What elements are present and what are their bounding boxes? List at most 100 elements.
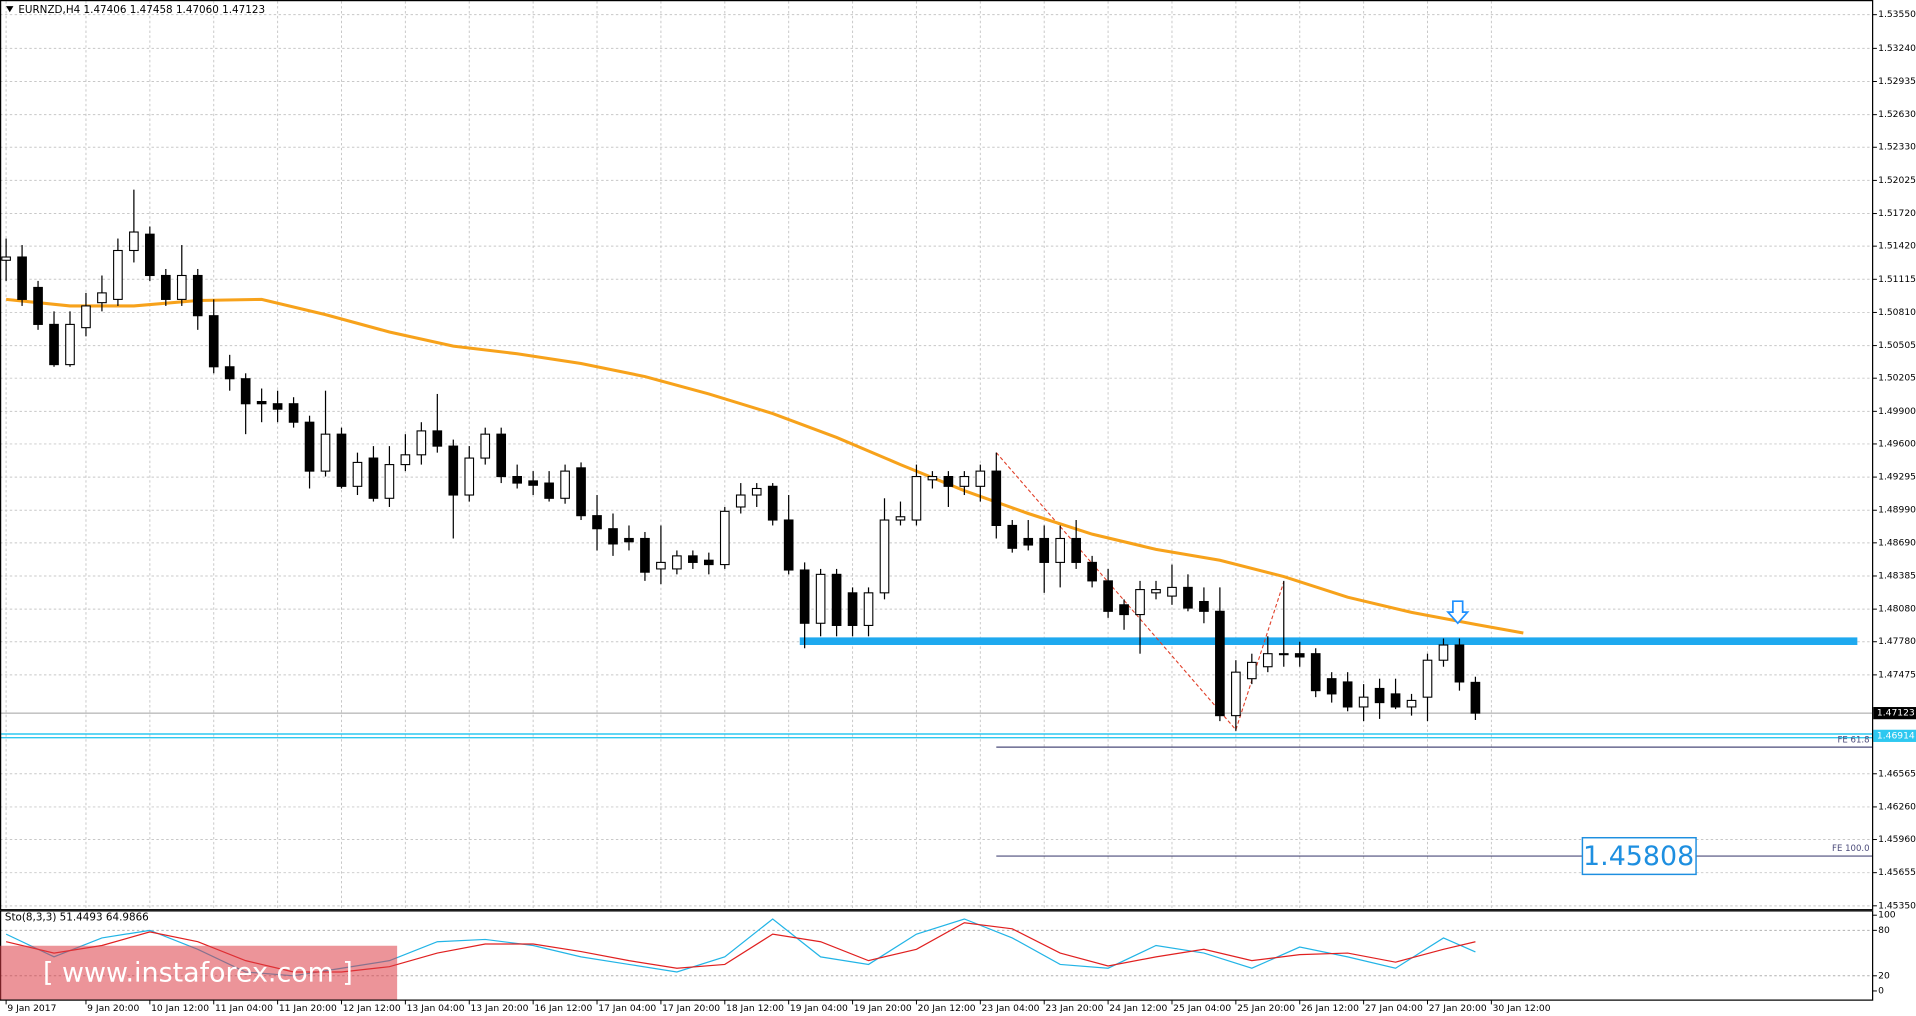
- candle-body: [1390, 693, 1401, 708]
- candle-body: [943, 475, 954, 487]
- candle-body: [799, 569, 810, 624]
- candle-body: [576, 467, 586, 517]
- indicator-y-tick-label: 0: [1878, 985, 1884, 996]
- candle-body: [336, 433, 347, 487]
- candle-body: [847, 592, 858, 626]
- y-tick-label: 1.48385: [1878, 570, 1916, 581]
- candle-body: [911, 475, 922, 521]
- candle-body: [608, 528, 618, 545]
- candle-body: [1087, 561, 1097, 582]
- candle-body: [1055, 537, 1066, 563]
- y-tick-label: 1.51115: [1878, 274, 1916, 285]
- candle-body: [1119, 604, 1129, 616]
- x-tick-label: 27 Jan 20:00: [1429, 1003, 1487, 1014]
- y-tick-label: 1.51720: [1878, 208, 1916, 219]
- target-label: 1.45808: [1583, 841, 1694, 872]
- y-tick-label: 1.46260: [1878, 801, 1916, 812]
- candle-body: [304, 421, 315, 472]
- candle-body: [975, 470, 986, 487]
- x-tick-label: 12 Jan 12:00: [343, 1003, 401, 1014]
- candle-body: [1454, 644, 1465, 683]
- candle-body: [879, 519, 890, 594]
- x-tick-label: 19 Jan 20:00: [854, 1003, 912, 1014]
- x-tick-label: 23 Jan 04:00: [982, 1003, 1040, 1014]
- candle-body: [703, 559, 714, 566]
- y-tick-label: 1.48080: [1878, 604, 1916, 615]
- candle-body: [1278, 653, 1289, 656]
- candle-body: [432, 430, 443, 447]
- indicator-y-tick-label: 80: [1878, 925, 1890, 936]
- candle-body: [464, 457, 475, 496]
- candle-body: [1470, 681, 1481, 714]
- candle-body: [1071, 537, 1081, 563]
- candle-body: [640, 537, 650, 573]
- candle-body: [129, 231, 139, 252]
- candle-body: [735, 494, 746, 508]
- y-tick-label: 1.52330: [1878, 142, 1916, 153]
- x-tick-label: 25 Jan 04:00: [1173, 1003, 1231, 1014]
- candle-body: [688, 555, 698, 563]
- candle-body: [384, 464, 395, 499]
- candle-body: [1294, 653, 1305, 658]
- candle-body: [400, 454, 411, 466]
- watermark-text: [ www.instaforex.com ]: [43, 957, 353, 988]
- candle-body: [480, 433, 491, 459]
- candle-body: [959, 475, 970, 487]
- price-tag: [1873, 729, 1916, 742]
- candle-body: [1358, 696, 1369, 708]
- candle-body: [49, 323, 59, 366]
- candle-body: [320, 433, 331, 472]
- down-arrow: [1446, 600, 1470, 625]
- candle-body: [113, 249, 123, 300]
- candle-body: [145, 233, 155, 277]
- y-tick-label: 1.50505: [1878, 340, 1916, 351]
- candle-body: [1103, 580, 1113, 612]
- y-tick-label: 1.46565: [1878, 768, 1916, 779]
- y-tick-label: 1.50810: [1878, 307, 1916, 318]
- candle-body: [1374, 687, 1385, 704]
- y-tick-label: 1.45960: [1878, 834, 1916, 845]
- y-tick-label: 1.45350: [1878, 900, 1916, 911]
- candle-body: [767, 485, 778, 521]
- watermark-box: [0, 945, 398, 1000]
- candle-body: [1262, 653, 1273, 668]
- y-tick-label: 1.47475: [1878, 669, 1916, 680]
- candle-body: [81, 305, 91, 329]
- candle-body: [1183, 586, 1193, 609]
- y-tick-label: 1.49295: [1878, 472, 1916, 483]
- x-tick-label: 13 Jan 04:00: [407, 1003, 465, 1014]
- candle-body: [624, 537, 634, 543]
- candle-body: [831, 573, 842, 626]
- candle-body: [240, 378, 251, 405]
- x-tick-label: 23 Jan 20:00: [1045, 1003, 1103, 1014]
- x-tick-label: 10 Jan 12:00: [151, 1003, 209, 1014]
- y-tick-label: 1.49900: [1878, 406, 1916, 417]
- candle-body: [368, 457, 379, 499]
- menu-triangle: [6, 6, 14, 13]
- candle-body: [65, 323, 75, 366]
- y-tick-label: 1.45655: [1878, 867, 1916, 878]
- candle-body: [1007, 524, 1018, 549]
- candle-body: [97, 292, 107, 304]
- candle-body: [176, 274, 187, 300]
- candle-body: [33, 286, 43, 325]
- y-tick-label: 1.48690: [1878, 537, 1916, 548]
- x-tick-label: 26 Jan 12:00: [1301, 1003, 1359, 1014]
- y-tick-label: 1.52935: [1878, 76, 1916, 87]
- candle-body: [528, 480, 538, 486]
- x-tick-label: 11 Jan 20:00: [279, 1003, 337, 1014]
- candle-body: [1310, 653, 1321, 692]
- candle-body: [1438, 644, 1449, 661]
- candle-body: [560, 470, 570, 499]
- candle-body: [783, 519, 794, 571]
- candle-body: [991, 470, 1002, 527]
- y-tick-label: 1.53550: [1878, 9, 1916, 20]
- x-tick-label: 9 Jan 20:00: [87, 1003, 139, 1014]
- candle-body: [448, 445, 459, 496]
- candle-body: [544, 482, 554, 499]
- x-tick-label: 9 Jan 2017: [7, 1003, 56, 1014]
- candle-body: [1231, 671, 1241, 717]
- x-tick-label: 13 Jan 20:00: [470, 1003, 528, 1014]
